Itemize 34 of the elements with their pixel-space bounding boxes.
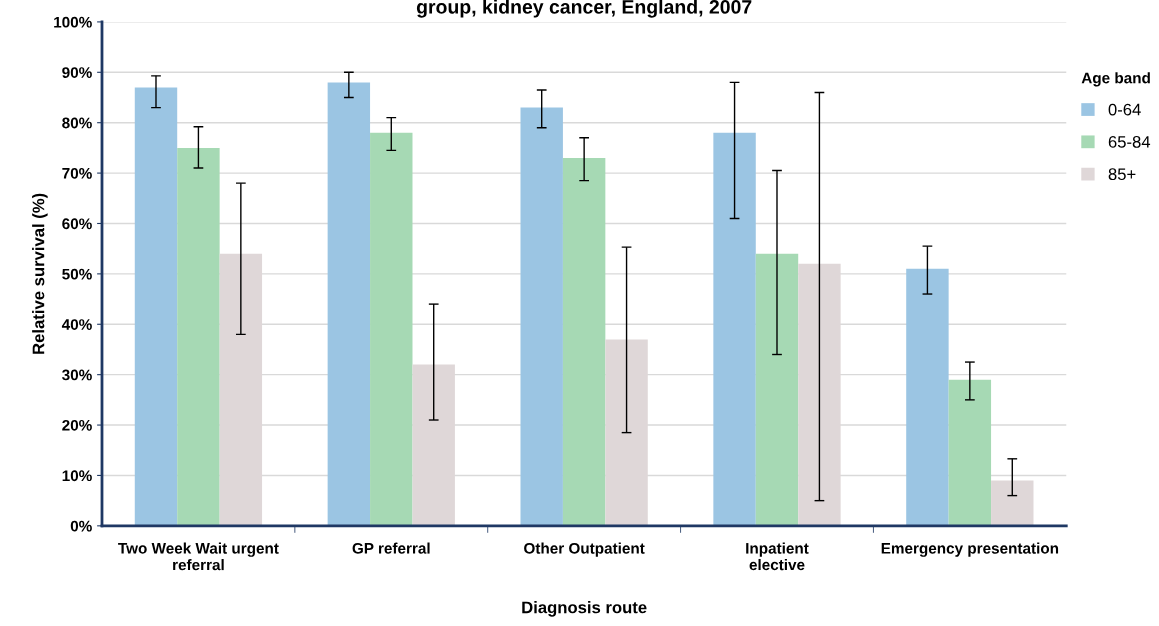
bar (906, 268, 949, 526)
y-tick-label: 70% (62, 167, 92, 179)
bar (327, 82, 371, 526)
legend-label: 0-64 (1108, 103, 1141, 116)
bar (520, 107, 563, 526)
bar (177, 147, 220, 526)
y-tick-label: 60% (62, 218, 92, 230)
bar (562, 157, 606, 526)
bar (134, 87, 178, 526)
y-tick-label: 50% (62, 268, 92, 280)
bar (991, 480, 1034, 526)
y-tick-label: 90% (62, 67, 92, 78)
y-tick-label: 20% (62, 419, 92, 431)
y-tick-label: 80% (62, 117, 92, 129)
y-tick-label: 100% (54, 16, 92, 28)
bar (713, 132, 756, 526)
legend-label: 65-84 (1108, 135, 1151, 148)
x-tick-label: Other Outpatient (524, 542, 645, 557)
x-tick-label: Two Week Wait urgent referral (118, 542, 279, 571)
x-tick-label: Inpatient elective (746, 542, 809, 571)
bar (948, 379, 992, 526)
legend-title: Age band (1081, 72, 1150, 87)
bar (370, 132, 413, 526)
y-tick-label: 0% (70, 520, 92, 532)
y-tick-label: 10% (62, 470, 92, 482)
y-tick-label: 40% (61, 319, 92, 330)
bar (755, 253, 799, 526)
y-axis-title: Relative survival (%) (32, 193, 48, 354)
legend-label: 85+ (1108, 168, 1136, 181)
chart-title: group, kidney cancer, England, 2007 (416, 0, 752, 18)
y-tick-label: 30% (62, 369, 92, 381)
x-axis-title: Diagnosis route (522, 601, 647, 617)
x-tick-label: Emergency presentation (881, 542, 1059, 557)
x-tick-label: GP referral (352, 542, 430, 554)
